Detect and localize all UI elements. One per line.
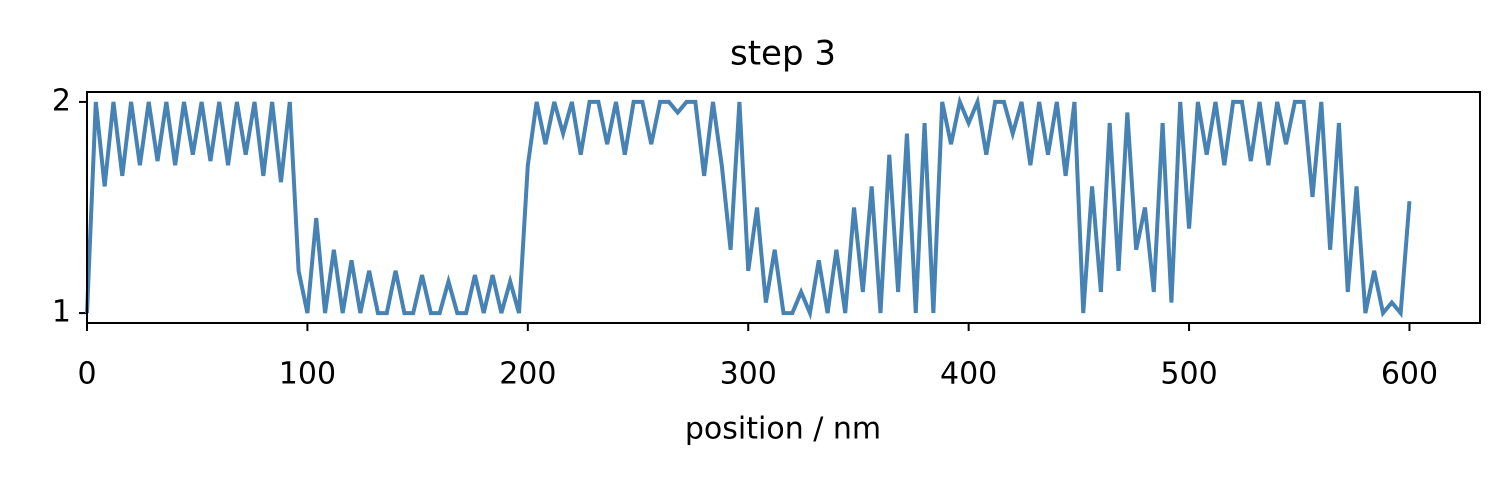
x-tick-label: 500 [1160, 357, 1217, 392]
data-line [85, 94, 1412, 321]
x-tick-label: 600 [1381, 357, 1438, 392]
x-tick-label: 400 [940, 357, 997, 392]
x-tick-label: 300 [720, 357, 777, 392]
y-tick-label: 2 [52, 83, 71, 118]
plot-frame [86, 91, 1481, 324]
x-tick-label: 0 [77, 357, 96, 392]
x-axis-label: position / nm [685, 412, 881, 447]
x-tick-label: 200 [499, 357, 556, 392]
x-tick-label: 100 [279, 357, 336, 392]
y-tick-label: 1 [52, 295, 71, 330]
chart-title: step 3 [730, 34, 836, 74]
